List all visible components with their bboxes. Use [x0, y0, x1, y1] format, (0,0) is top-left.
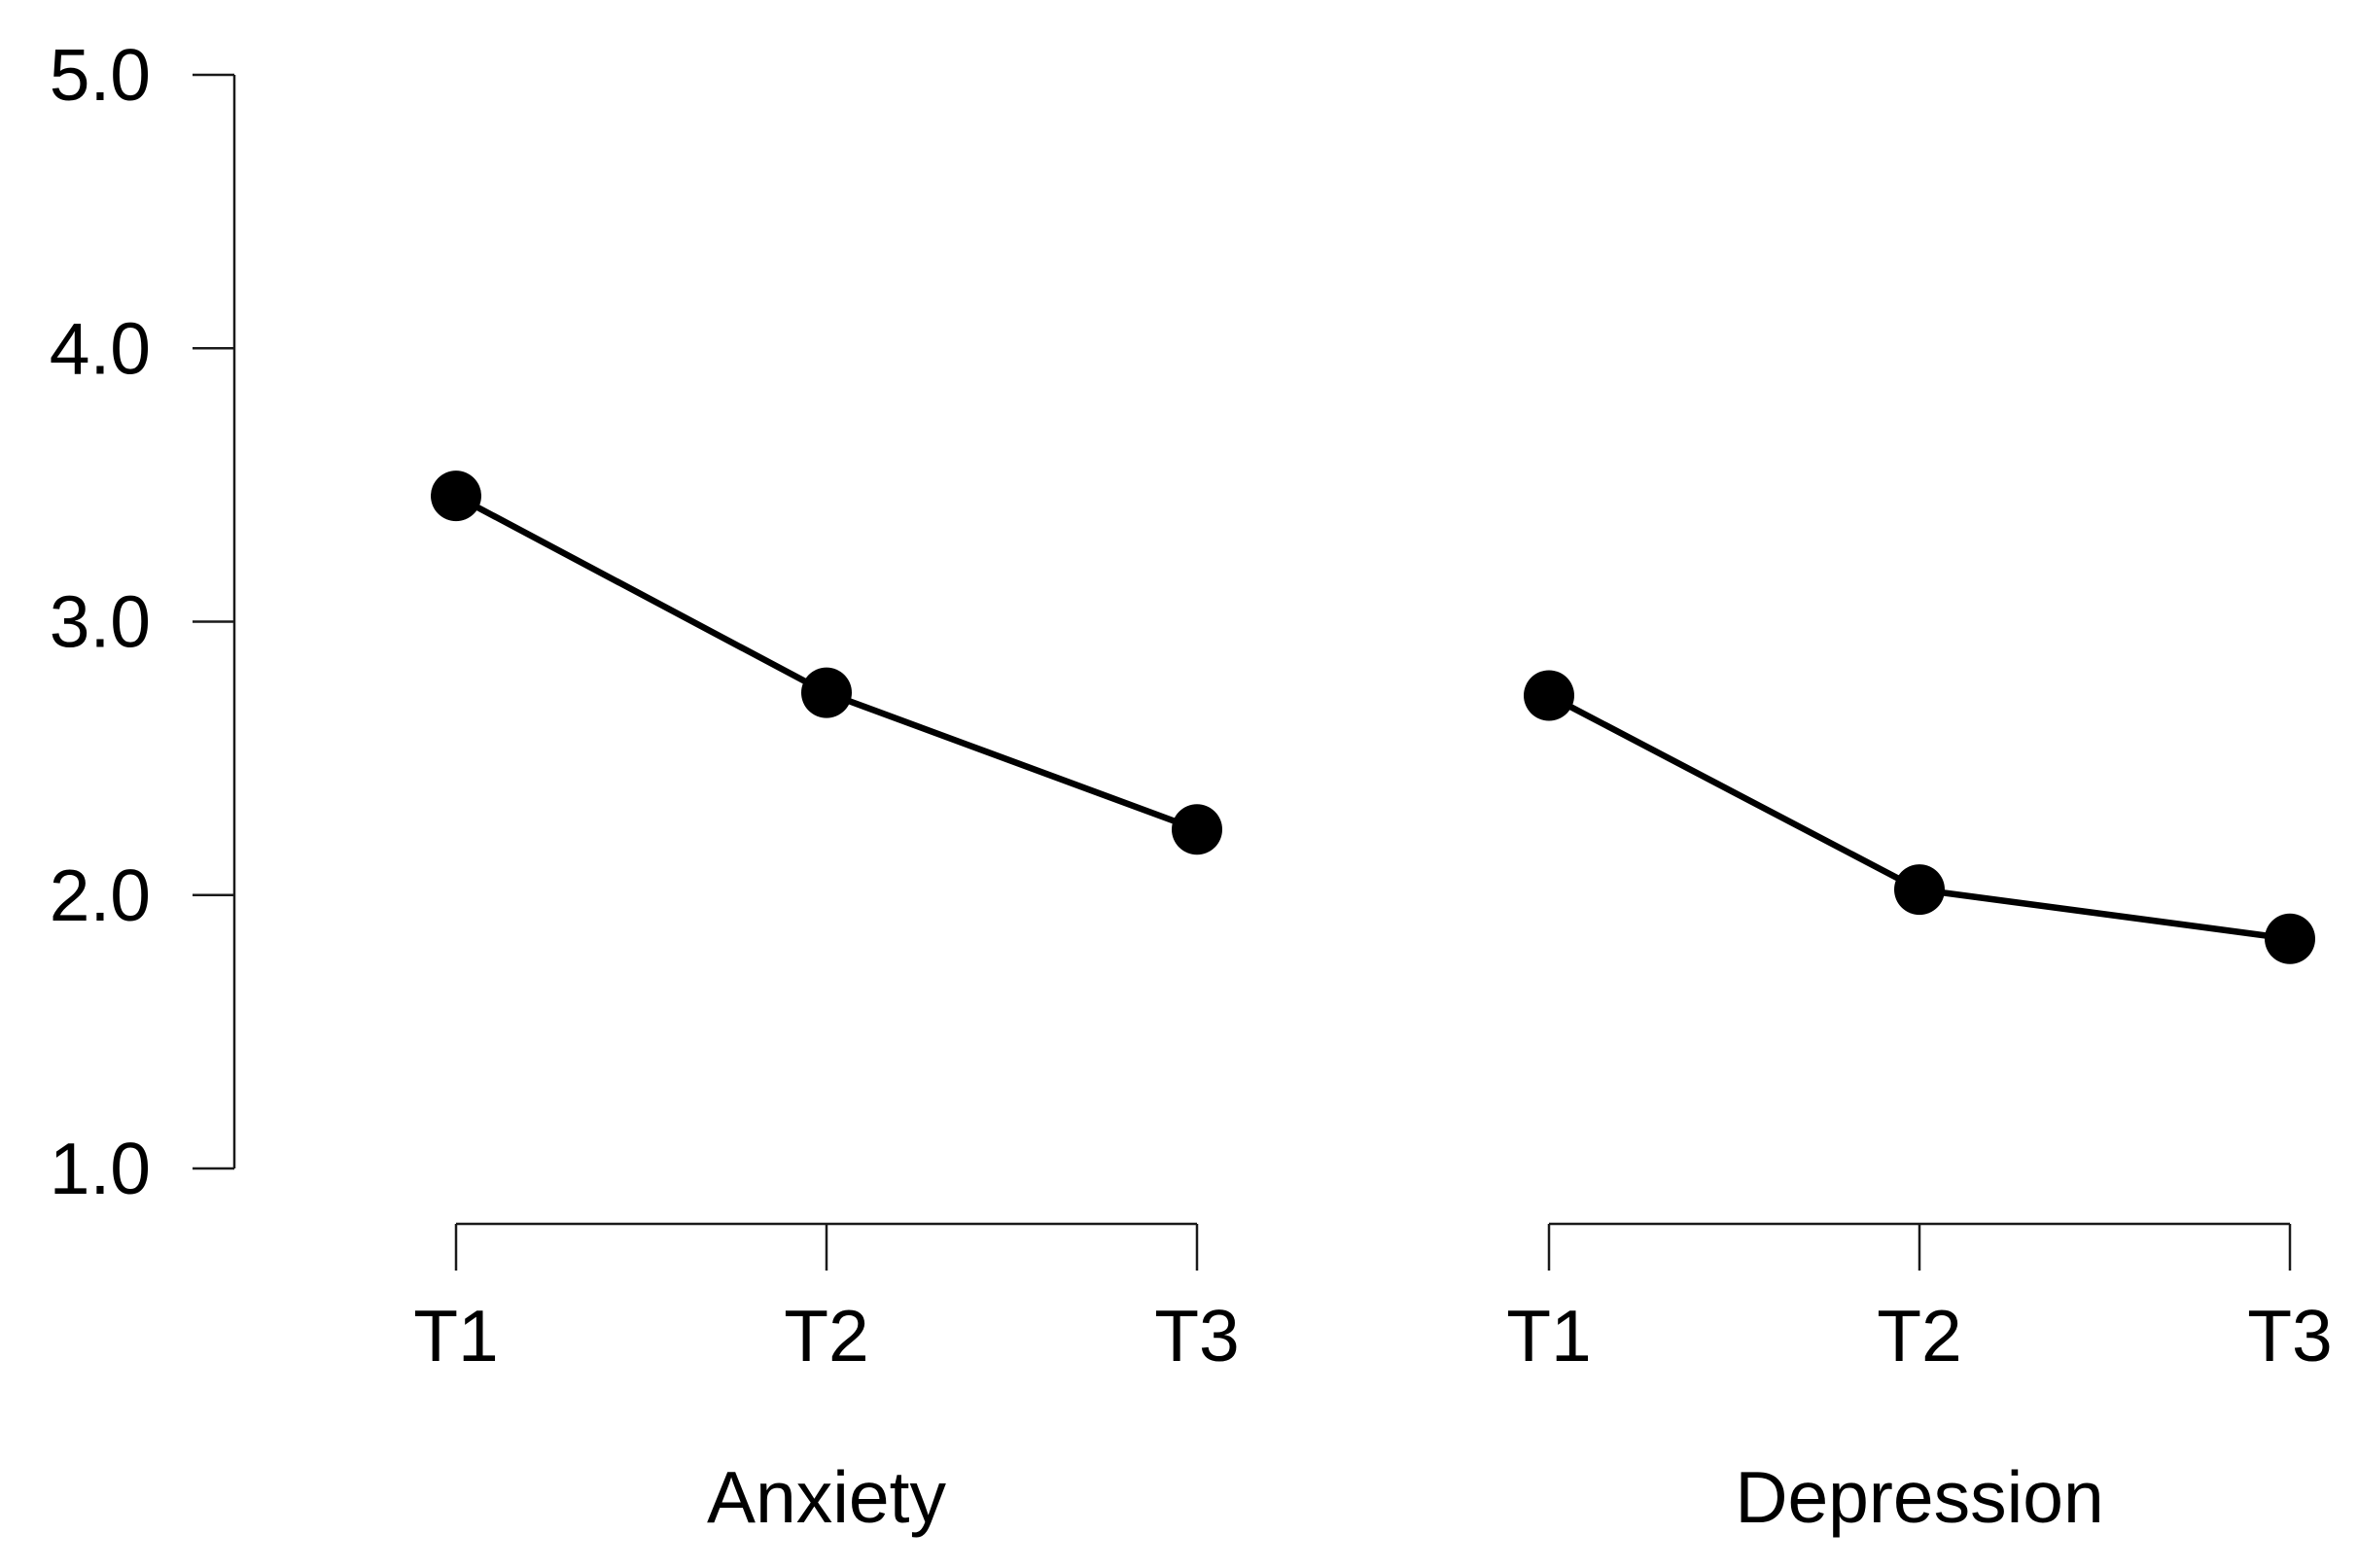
- y-tick-label: 3.0: [50, 581, 151, 663]
- y-tick-label: 4.0: [50, 307, 151, 389]
- x-tick-label: T2: [1877, 1295, 1962, 1376]
- x-tick-label: T1: [413, 1295, 499, 1376]
- y-tick-label: 2.0: [50, 854, 151, 936]
- series: [431, 470, 2315, 964]
- x-tick-label: T3: [1154, 1295, 1240, 1376]
- data-point: [431, 470, 481, 522]
- group-label: Anxiety: [707, 1456, 946, 1538]
- x-tick-label: T2: [784, 1295, 869, 1376]
- data-point: [1524, 670, 1574, 721]
- y-tick-label: 1.0: [50, 1128, 151, 1209]
- x-tick-label: T1: [1506, 1295, 1592, 1376]
- group-label: Depression: [1735, 1456, 2103, 1538]
- data-point: [2265, 913, 2315, 964]
- x-axes: T1 T2 T3 Anxiety T1 T2 T3 Depression: [413, 1222, 2333, 1538]
- series-line-anxiety: [454, 493, 1199, 833]
- data-point: [1172, 804, 1222, 855]
- data-point: [801, 667, 852, 718]
- x-tick-label: T3: [2247, 1295, 2333, 1376]
- data-point: [1894, 864, 1945, 916]
- y-axis: 1.0 2.0 3.0 4.0 5.0: [50, 34, 236, 1209]
- y-tick-label: 5.0: [50, 34, 151, 116]
